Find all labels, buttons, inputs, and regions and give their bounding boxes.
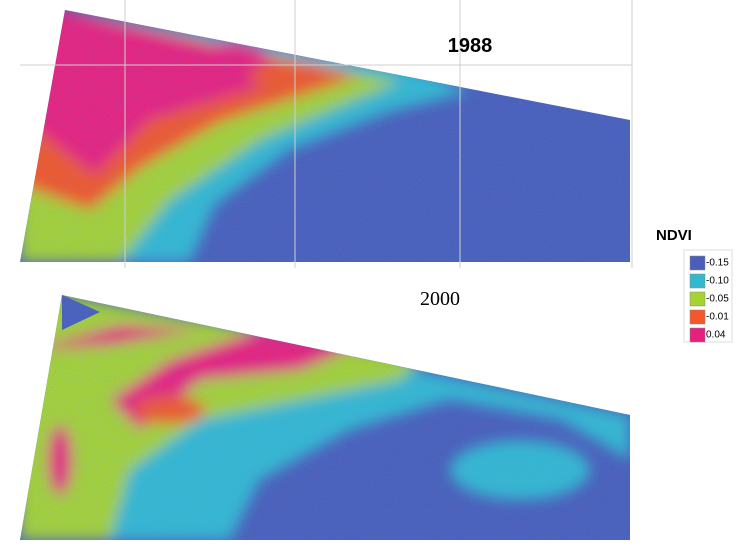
legend-label: 0.04 <box>706 330 726 341</box>
legend-label: -0.15 <box>706 258 729 269</box>
legend-swatch <box>690 328 705 342</box>
legend-swatch <box>690 310 705 324</box>
legend-swatch <box>690 292 705 306</box>
legend: NDVI -0.15 -0.10 -0.05 -0.01 0.04 <box>656 227 732 342</box>
legend-swatch <box>690 274 705 288</box>
legend-label: -0.01 <box>706 312 729 323</box>
legend-title: NDVI <box>656 227 692 244</box>
map-2000: 2000 <box>0 288 640 550</box>
year-label: 2000 <box>420 288 460 310</box>
year-label: 1988 <box>448 35 493 57</box>
figure: 1988 2000 NDVI -0.15 -0.10 -0.05 -0.01 0.04 <box>0 0 753 554</box>
legend-label: -0.05 <box>706 294 729 305</box>
legend-swatch <box>690 256 705 270</box>
legend-label: -0.10 <box>706 276 729 287</box>
map-1988: 1988 <box>0 0 640 270</box>
